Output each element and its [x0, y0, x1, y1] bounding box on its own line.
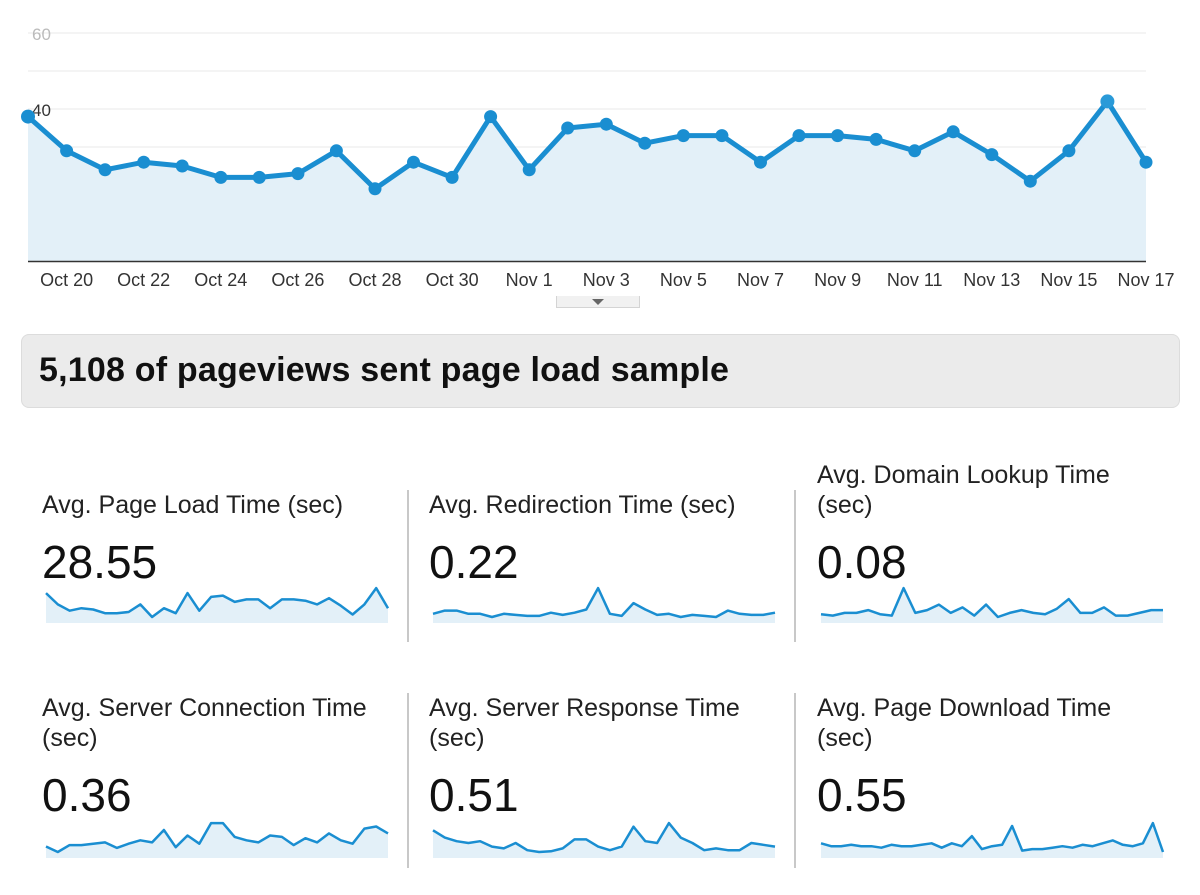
y-tick-label: 60	[32, 25, 51, 44]
sparkline-area	[433, 588, 775, 623]
metric-server-response-time[interactable]: Avg. Server Response Time (sec) 0.51	[429, 693, 779, 858]
sparkline-area	[821, 588, 1163, 623]
metric-sparkline	[45, 586, 390, 623]
data-point[interactable]	[1139, 155, 1153, 169]
sparkline-line	[820, 821, 1165, 853]
x-tick-label: Nov 13	[963, 270, 1020, 290]
metric-title: Avg. Redirection Time (sec)	[429, 491, 736, 519]
metric-sparkline	[432, 821, 776, 858]
column-divider	[794, 693, 796, 868]
data-point[interactable]	[522, 163, 536, 177]
data-point[interactable]	[1100, 94, 1115, 109]
sparkline-area	[433, 823, 775, 858]
data-point[interactable]	[175, 159, 189, 173]
x-tick-label: Oct 20	[40, 270, 93, 290]
x-tick-label: Nov 7	[737, 270, 784, 290]
metric-sparkline	[432, 586, 776, 623]
data-point[interactable]	[715, 129, 729, 143]
data-point[interactable]	[98, 163, 112, 177]
sparkline-line	[432, 586, 776, 619]
metric-value: 0.36	[42, 769, 132, 821]
x-tick-label: Nov 3	[583, 270, 630, 290]
data-point[interactable]	[214, 170, 228, 184]
data-point[interactable]	[291, 167, 305, 181]
metric-sparkline	[820, 821, 1165, 858]
summary-banner: 5,108 of pageviews sent page load sample	[21, 334, 1180, 408]
data-point[interactable]	[484, 110, 498, 124]
x-axis-ticks: Oct 20 Oct 22 Oct 24 Oct 26 Oct 28 Oct 30 Nov …	[40, 270, 1174, 290]
x-tick-label: Nov 15	[1040, 270, 1097, 290]
x-tick-label: Oct 24	[194, 270, 247, 290]
x-tick-label: Nov 9	[814, 270, 861, 290]
data-point[interactable]	[946, 125, 960, 139]
data-point[interactable]	[252, 170, 266, 184]
sparkline-area	[821, 823, 1163, 858]
data-point[interactable]	[1062, 144, 1076, 158]
metric-sparkline	[45, 821, 389, 858]
x-tick-label: Oct 26	[271, 270, 324, 290]
data-point[interactable]	[368, 182, 382, 196]
data-point[interactable]	[445, 170, 459, 184]
metric-value: 0.51	[429, 769, 519, 821]
data-point[interactable]	[599, 117, 613, 131]
x-tick-label: Nov 11	[887, 270, 943, 290]
sparkline-line	[45, 586, 390, 619]
metric-sparkline	[820, 586, 1163, 623]
metric-title: Avg. Server Connection Time (sec)	[42, 694, 367, 752]
metric-page-download-time[interactable]: Avg. Page Download Time (sec) 0.55	[817, 693, 1167, 858]
column-divider	[794, 490, 796, 642]
sparkline-area	[46, 823, 388, 858]
y-tick-label: 40	[32, 101, 51, 120]
column-divider	[407, 693, 409, 868]
chart-area-fill	[28, 101, 1146, 262]
sparkline-line	[45, 821, 389, 854]
metric-value: 0.08	[817, 536, 907, 588]
sparkline-line	[820, 586, 1163, 619]
metric-title: Avg. Server Response Time (sec)	[429, 694, 740, 752]
data-point[interactable]	[21, 109, 35, 124]
metric-domain-lookup-time[interactable]: Avg. Domain Lookup Time (sec) 0.08	[817, 460, 1167, 623]
data-point[interactable]	[831, 129, 845, 143]
data-point[interactable]	[1023, 174, 1037, 188]
data-point[interactable]	[407, 155, 420, 169]
data-point[interactable]	[60, 144, 74, 158]
data-point[interactable]	[638, 136, 652, 150]
metric-title: Avg. Page Download Time (sec)	[817, 694, 1112, 752]
x-tick-label: Oct 22	[117, 270, 170, 290]
metric-title: Avg. Domain Lookup Time (sec)	[817, 461, 1110, 519]
area-fill	[28, 101, 1146, 262]
data-point[interactable]	[908, 144, 922, 158]
triangle-down-icon	[592, 299, 604, 305]
data-point[interactable]	[869, 132, 883, 146]
x-tick-label: Nov 17	[1117, 270, 1174, 290]
data-point[interactable]	[792, 129, 806, 143]
chart-data-points[interactable]	[21, 94, 1153, 196]
series-line	[25, 98, 1149, 192]
x-tick-label: Oct 28	[348, 270, 401, 290]
data-point[interactable]	[985, 148, 999, 162]
data-point[interactable]	[137, 155, 151, 169]
data-point[interactable]	[561, 121, 575, 135]
metric-title: Avg. Page Load Time (sec)	[42, 491, 344, 519]
sparkline-line	[432, 821, 776, 854]
metric-value: 0.55	[817, 769, 907, 821]
data-point[interactable]	[754, 155, 767, 169]
x-tick-label: Nov 1	[506, 270, 553, 290]
metric-redirection-time[interactable]: Avg. Redirection Time (sec) 0.22	[429, 460, 779, 623]
metric-value: 28.55	[42, 536, 158, 588]
x-tick-label: Oct 30	[426, 270, 479, 290]
sparkline-area	[46, 588, 388, 623]
metric-page-load-time[interactable]: Avg. Page Load Time (sec) 28.55	[42, 460, 392, 623]
chart-collapse-handle[interactable]	[556, 296, 640, 308]
data-point[interactable]	[676, 129, 690, 143]
data-point[interactable]	[329, 144, 343, 158]
column-divider	[407, 490, 409, 642]
metric-server-connection-time[interactable]: Avg. Server Connection Time (sec) 0.36	[42, 693, 392, 858]
chart-series-line	[25, 98, 1149, 192]
metric-value: 0.22	[429, 536, 519, 588]
x-tick-label: Nov 5	[660, 270, 707, 290]
summary-text: 5,108 of pageviews sent page load sample	[39, 351, 730, 389]
